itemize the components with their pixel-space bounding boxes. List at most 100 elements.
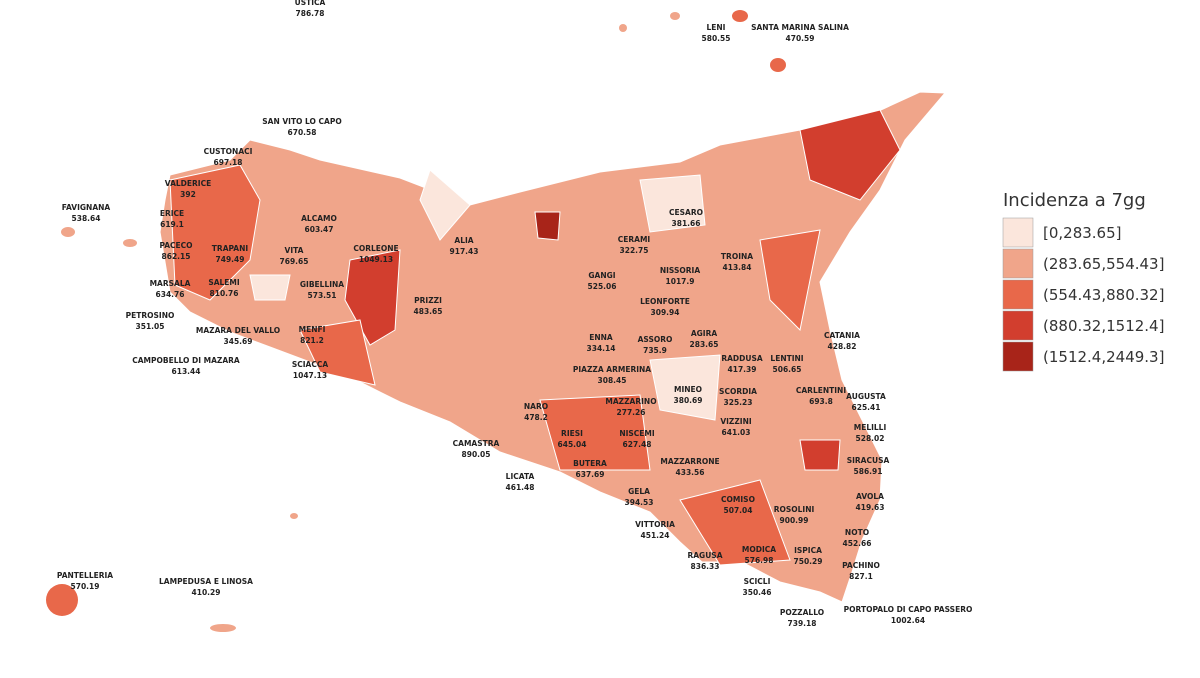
place-value: 419.63	[856, 503, 885, 512]
island	[123, 239, 137, 247]
place-name: LENTINI	[770, 354, 803, 363]
place-value: 625.41	[852, 403, 881, 412]
place-name: MINEO	[674, 385, 702, 394]
place-name: NISCEMI	[619, 429, 655, 438]
place-name: GANGI	[588, 271, 615, 280]
region	[679, 479, 791, 566]
place-value: 1049.13	[359, 255, 393, 264]
place-value: 1017.9	[666, 277, 695, 286]
place-name: MAZZARINO	[605, 397, 656, 406]
legend-label: (1512.4,2449.3]	[1043, 348, 1164, 366]
labels: USTICA 786.78 LENI 580.55 SANTA MARINA SALIN…	[57, 0, 972, 628]
legend: Incidenza a 7gg [0,283.65] (283.65,554.43…	[1002, 190, 1164, 372]
place-value: 576.98	[745, 556, 774, 565]
region	[169, 164, 261, 301]
place-name: SIRACUSA	[847, 456, 890, 465]
place-name: MARSALA	[150, 279, 191, 288]
place-value: 786.78	[296, 9, 325, 18]
place-value: 322.75	[620, 246, 649, 255]
region	[799, 109, 901, 201]
place-value: 506.65	[773, 365, 802, 374]
place-value: 613.44	[172, 367, 201, 376]
place-value: 619.1	[160, 220, 184, 229]
place-value: 392	[180, 190, 196, 199]
place-value: 749.49	[216, 255, 245, 264]
place-name: USTICA	[295, 0, 326, 7]
place-value: 862.15	[162, 252, 191, 261]
place-value: 634.76	[156, 290, 185, 299]
island	[770, 58, 786, 72]
place-value: 309.94	[651, 308, 680, 317]
place-name: PETROSINO	[126, 311, 175, 320]
place-value: 381.66	[672, 219, 701, 228]
place-name: CAMASTRA	[453, 439, 500, 448]
region	[759, 229, 821, 332]
place-name: LEONFORTE	[640, 297, 690, 306]
place-name: ENNA	[589, 333, 613, 342]
place-name: COMISO	[721, 495, 755, 504]
legend-swatch	[1002, 248, 1034, 279]
island	[61, 227, 75, 237]
region	[799, 439, 841, 471]
place-value: 461.48	[506, 483, 535, 492]
island	[46, 584, 78, 616]
place-value: 739.18	[788, 619, 817, 628]
place-name: AUGUSTA	[846, 392, 886, 401]
place-value: 478.2	[524, 413, 548, 422]
place-name: BUTERA	[573, 459, 607, 468]
place-value: 483.65	[414, 307, 443, 316]
place-value: 697.18	[214, 158, 243, 167]
place-name: MAZZARRONE	[660, 457, 719, 466]
place-name: RIESI	[561, 429, 583, 438]
place-value: 1047.13	[293, 371, 327, 380]
place-value: 350.46	[743, 588, 772, 597]
place-name: MODICA	[742, 545, 776, 554]
legend-swatch	[1002, 341, 1034, 372]
place-name: PIAZZA ARMERINA	[573, 365, 651, 374]
place-value: 452.66	[843, 539, 872, 548]
place-name: PACECO	[159, 241, 192, 250]
place-value: 735.9	[643, 346, 667, 355]
place-value: 1002.64	[891, 616, 925, 625]
place-name: VALDERICE	[165, 179, 211, 188]
place-name: TRAPANI	[212, 244, 249, 253]
place-value: 890.05	[462, 450, 491, 459]
place-name: VIZZINI	[720, 417, 752, 426]
place-name: AVOLA	[856, 492, 884, 501]
place-value: 769.65	[280, 257, 309, 266]
place-value: 603.47	[305, 225, 334, 234]
place-value: 538.64	[72, 214, 101, 223]
place-name: VITTORIA	[635, 520, 675, 529]
place-name: CORLEONE	[353, 244, 398, 253]
island	[619, 24, 627, 32]
place-name: AGIRA	[691, 329, 718, 338]
island-shapes	[159, 91, 947, 603]
place-name: RAGUSA	[687, 551, 722, 560]
region	[539, 394, 651, 471]
place-value: 345.69	[224, 337, 253, 346]
place-name: CAMPOBELLO DI MAZARA	[132, 356, 240, 365]
place-value: 641.03	[722, 428, 751, 437]
place-value: 570.19	[71, 582, 100, 591]
place-value: 586.91	[854, 467, 883, 476]
legend-label: (283.65,554.43]	[1043, 255, 1164, 273]
place-name: LENI	[707, 23, 726, 32]
place-name: SANTA MARINA SALINA	[751, 23, 849, 32]
place-name: TROINA	[721, 252, 753, 261]
minor-islands	[46, 10, 786, 632]
region	[534, 211, 561, 241]
legend-swatch	[1002, 279, 1034, 310]
place-value: 433.56	[676, 468, 705, 477]
legend-swatch	[1002, 217, 1034, 248]
region	[419, 169, 471, 241]
place-name: GIBELLINA	[300, 280, 344, 289]
place-name: PRIZZI	[414, 296, 442, 305]
place-name: GELA	[628, 487, 650, 496]
island	[290, 513, 298, 519]
place-value: 351.05	[136, 322, 165, 331]
place-value: 821.2	[300, 336, 324, 345]
place-name: ASSORO	[638, 335, 673, 344]
place-value: 325.23	[724, 398, 753, 407]
place-name: ERICE	[160, 209, 184, 218]
